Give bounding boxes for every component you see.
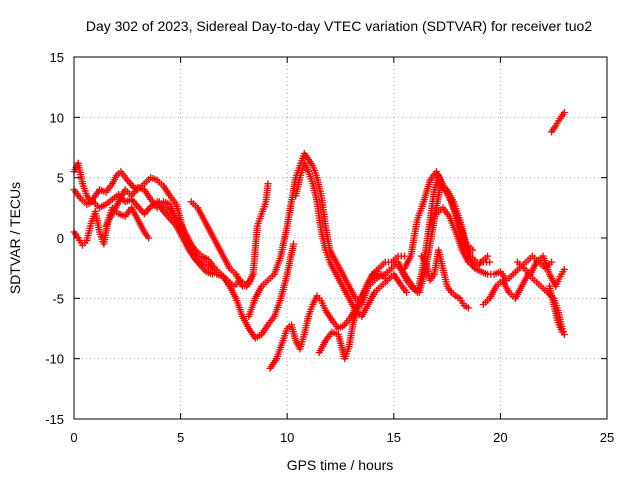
data-point xyxy=(484,252,492,260)
data-point xyxy=(464,304,472,312)
y-tick-label: 5 xyxy=(57,171,64,186)
y-tick-label: -5 xyxy=(52,291,64,306)
plot-frame xyxy=(73,56,608,420)
series-arc-15 xyxy=(432,204,556,284)
data-point xyxy=(560,109,568,117)
data-point xyxy=(560,265,568,273)
x-tick-label: 15 xyxy=(387,430,401,445)
series-arc-19 xyxy=(548,109,568,136)
data-point xyxy=(290,240,298,248)
y-tick-label: 10 xyxy=(50,110,64,125)
data-point xyxy=(469,246,477,254)
data-point xyxy=(145,234,153,242)
series-arc-18 xyxy=(545,282,566,336)
series-arc-13 xyxy=(400,168,492,272)
series-arc-5 xyxy=(155,198,298,342)
y-tick-label: -15 xyxy=(45,412,64,427)
data-point xyxy=(264,180,272,188)
data-point xyxy=(403,288,411,296)
x-tick-label: 0 xyxy=(70,430,77,445)
data-point xyxy=(548,258,556,266)
series-arc-14 xyxy=(418,246,472,312)
series-arc-8 xyxy=(292,159,411,320)
y-tick-label: -10 xyxy=(45,352,64,367)
x-tick-label: 20 xyxy=(493,430,507,445)
data-point xyxy=(558,328,566,336)
data-series xyxy=(70,109,568,372)
chart-title: Day 302 of 2023, Sidereal Day-to-day VTE… xyxy=(86,18,593,34)
x-tick-label: 10 xyxy=(280,430,294,445)
data-point xyxy=(400,252,408,260)
data-point xyxy=(486,258,494,266)
y-tick-label: 15 xyxy=(50,50,64,65)
series-arc-7 xyxy=(245,150,391,320)
series-arc-10 xyxy=(315,252,408,363)
y-axis-label: SDTVAR / TECUs xyxy=(7,182,23,294)
series-arc-6 xyxy=(187,180,272,290)
grid xyxy=(74,57,607,419)
series-arc-17 xyxy=(513,252,568,290)
x-axis-label: GPS time / hours xyxy=(287,457,394,473)
x-tick-label: 25 xyxy=(600,430,614,445)
y-tick-label: 0 xyxy=(57,231,64,246)
x-tick-label: 5 xyxy=(177,430,184,445)
